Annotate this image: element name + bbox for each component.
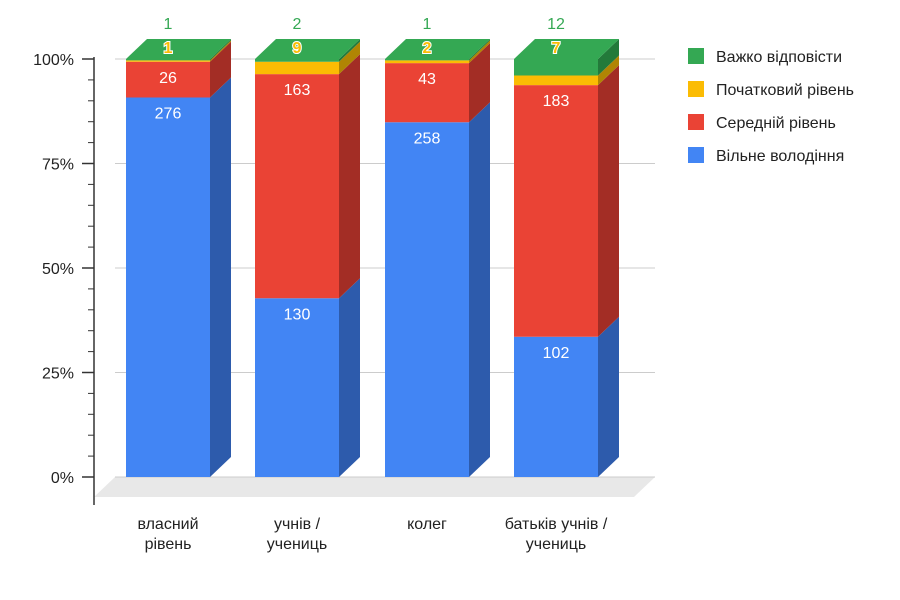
legend: Важко відповісти Початковий рівень Середні…	[688, 48, 854, 165]
bar-segment	[126, 97, 210, 477]
bar-side	[339, 41, 360, 75]
floor-plane	[94, 477, 655, 497]
data-label: 163	[284, 82, 311, 99]
bar-side	[210, 41, 231, 98]
legend-label: Вільне володіння	[716, 148, 844, 165]
bar-segment	[385, 60, 469, 64]
data-label: 43	[418, 71, 436, 88]
bar-segment	[385, 63, 469, 123]
bar-segment	[255, 298, 339, 477]
bar-segment	[514, 85, 598, 337]
bar-side	[210, 40, 231, 62]
bar-side	[469, 102, 490, 477]
y-tick-label: 50%	[42, 261, 74, 278]
bar-side	[339, 54, 360, 299]
bar-top	[126, 39, 231, 59]
legend-swatch	[688, 48, 704, 64]
legend-label: Початковий рівень	[716, 82, 854, 99]
data-label: 7	[552, 40, 561, 57]
bar-side	[210, 39, 231, 61]
y-tick-label: 100%	[33, 52, 74, 69]
bar-segment	[514, 75, 598, 86]
legend-label: Важко відповісти	[716, 49, 842, 66]
y-tick-label: 75%	[42, 157, 74, 174]
data-label: 130	[284, 306, 311, 323]
bar-side	[469, 43, 490, 123]
x-axis-labels: власний рівень учнів / учениць колег батьків …	[137, 516, 607, 553]
legend-swatch	[688, 114, 704, 130]
data-label: 1	[164, 40, 173, 57]
data-label: 1	[164, 16, 173, 33]
bar-segment	[255, 74, 339, 299]
legend-swatch	[688, 147, 704, 163]
bars	[126, 39, 619, 477]
legend-label: Середній рівень	[716, 115, 836, 132]
x-tick-label: учнів /	[274, 516, 321, 533]
data-label: 2	[293, 16, 302, 33]
bar-side	[210, 77, 231, 477]
x-tick-label: учениць	[526, 536, 587, 553]
x-tick-label: колег	[407, 516, 447, 533]
data-label: 258	[414, 130, 441, 147]
bar-segment	[514, 59, 598, 76]
data-label: 2	[423, 40, 432, 57]
data-label: 9	[293, 40, 302, 57]
bar-segment	[126, 60, 210, 62]
bar-top	[255, 39, 360, 59]
chart-floor	[94, 477, 655, 497]
data-label: 1	[423, 16, 432, 33]
data-label: 102	[543, 345, 570, 362]
bar-side	[598, 316, 619, 477]
y-tick-label: 0%	[51, 470, 74, 487]
data-label: 26	[159, 70, 177, 87]
bar-side	[598, 65, 619, 337]
x-tick-label: власний	[137, 516, 198, 533]
bar-segment	[385, 122, 469, 477]
legend-swatch	[688, 81, 704, 97]
x-tick-label: учениць	[267, 536, 328, 553]
data-label: 183	[543, 93, 570, 110]
bar-segment	[385, 59, 469, 61]
data-label: 276	[155, 106, 182, 123]
x-tick-label: батьків учнів /	[505, 516, 608, 533]
bar-side	[598, 39, 619, 76]
bar-top	[514, 39, 619, 59]
bar-side	[339, 39, 360, 62]
y-tick-label: 25%	[42, 366, 74, 383]
y-axis: 0% 25% 50% 75% 100%	[33, 52, 95, 505]
bar-side	[339, 278, 360, 477]
data-label: 12	[547, 16, 565, 33]
x-tick-label: рівень	[145, 536, 192, 553]
bar-side	[469, 40, 490, 64]
bar-side	[598, 55, 619, 86]
bar-top	[385, 39, 490, 59]
bar-side	[469, 39, 490, 61]
bar-segment	[255, 59, 339, 62]
bar-segment	[126, 61, 210, 98]
bar-segment	[514, 336, 598, 477]
bar-segment	[255, 61, 339, 75]
bar-segment	[126, 59, 210, 61]
